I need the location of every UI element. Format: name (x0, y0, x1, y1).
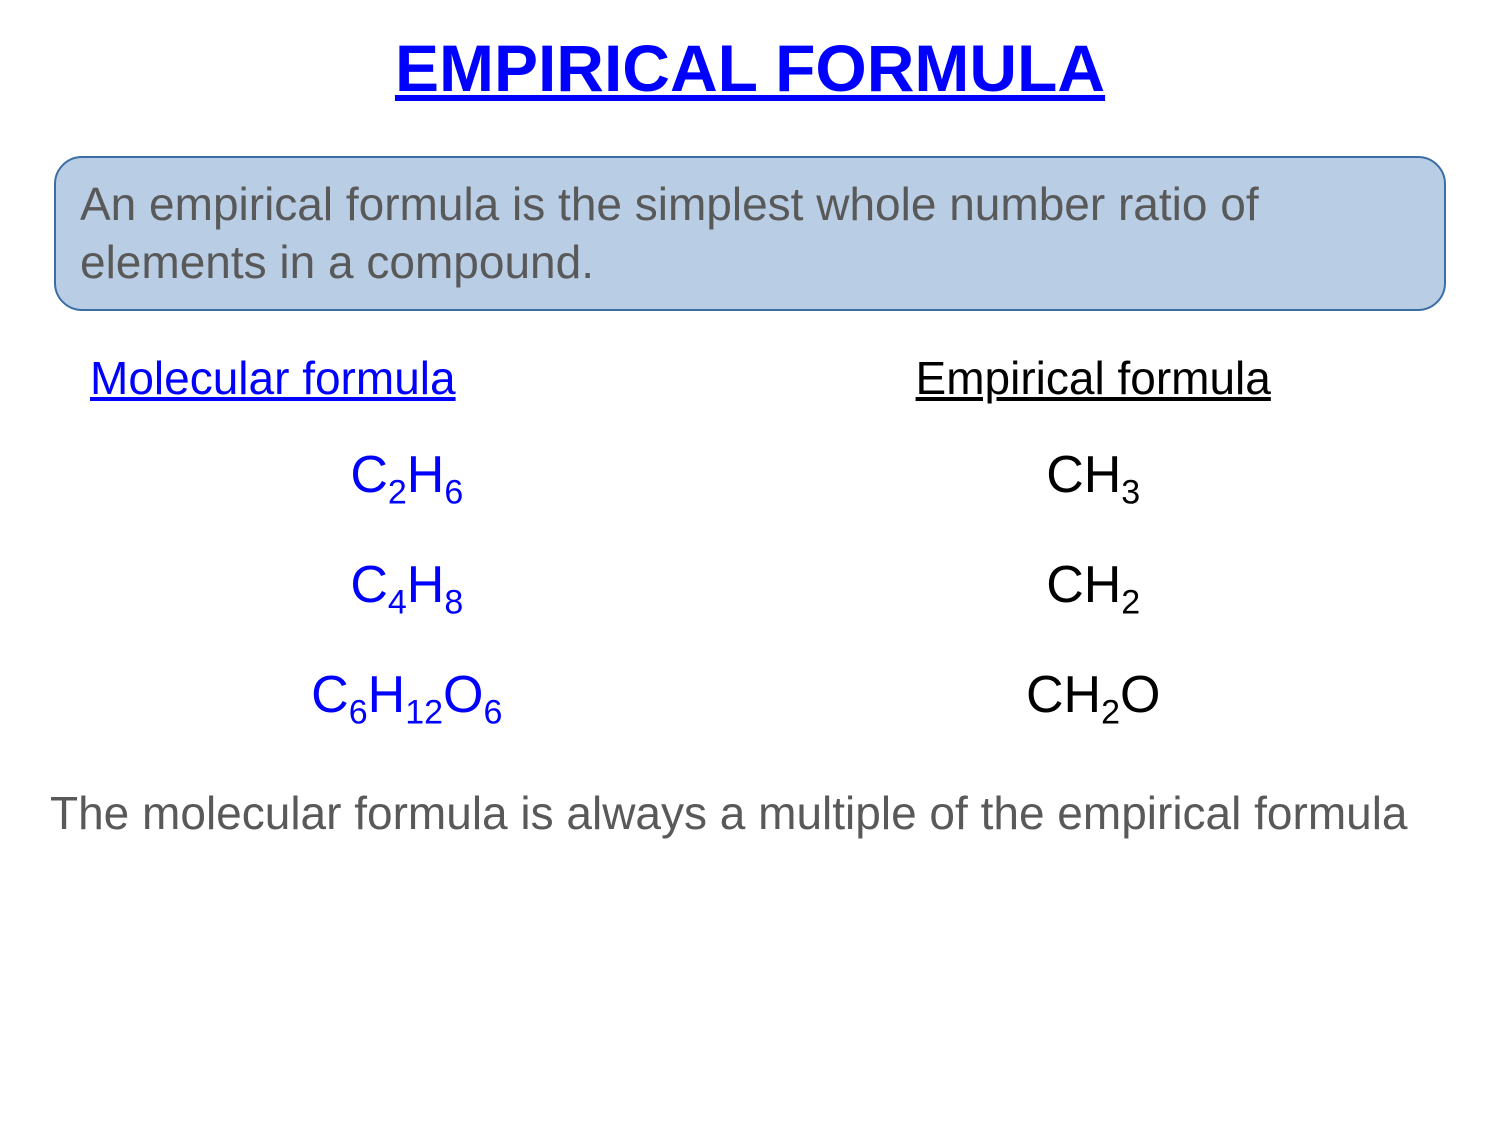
slide: EMPIRICAL FORMULA An empirical formula i… (0, 0, 1500, 1125)
molecular-column: Molecular formula C2H6 C4H8 C6H12O6 (90, 351, 724, 775)
molecular-formula: C4H8 (90, 555, 724, 615)
slide-title: EMPIRICAL FORMULA (50, 30, 1450, 106)
footer-note: The molecular formula is always a multip… (50, 785, 1450, 843)
empirical-column: Empirical formula CH3 CH2 CH2O (776, 351, 1410, 775)
molecular-formula: C2H6 (90, 445, 724, 505)
empirical-formula: CH2 (776, 555, 1410, 615)
empirical-formula: CH2O (776, 665, 1410, 725)
definition-box: An empirical formula is the simplest who… (54, 156, 1446, 311)
empirical-formula: CH3 (776, 445, 1410, 505)
molecular-header: Molecular formula (90, 351, 724, 405)
empirical-header: Empirical formula (776, 351, 1410, 405)
molecular-formula: C6H12O6 (90, 665, 724, 725)
formula-columns: Molecular formula C2H6 C4H8 C6H12O6 Empi… (50, 351, 1450, 775)
